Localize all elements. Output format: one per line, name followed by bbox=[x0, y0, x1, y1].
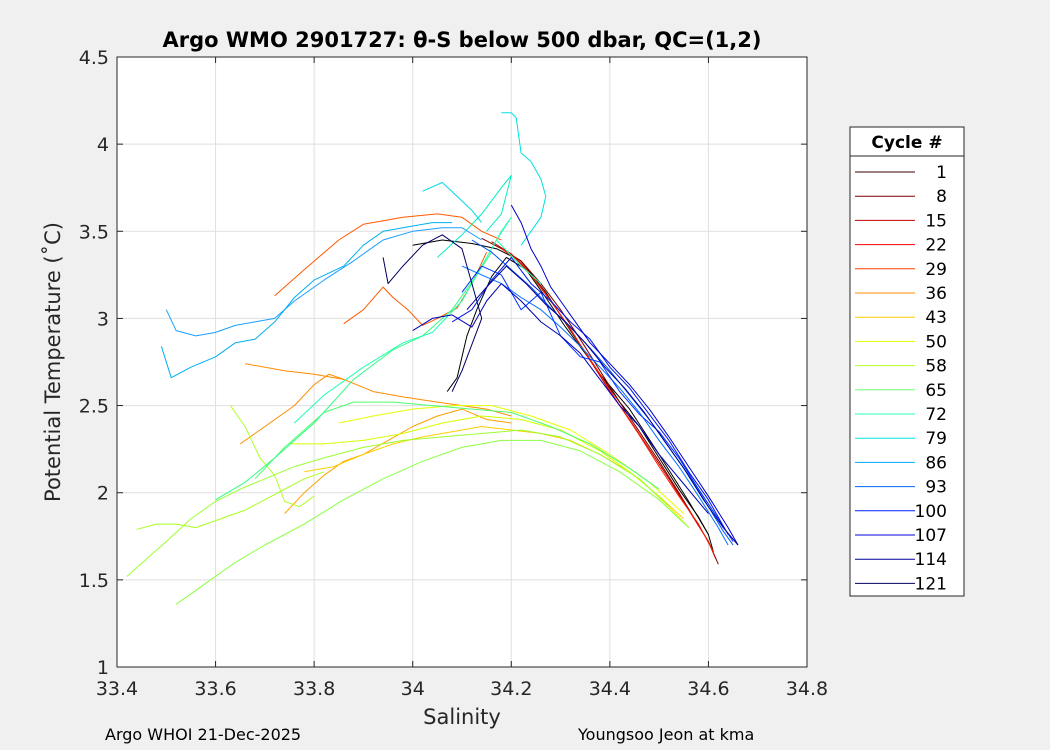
legend-label: 114 bbox=[915, 550, 947, 570]
x-tick-labels: 33.4 33.6 33.8 34 34.2 34.4 34.6 34.8 bbox=[96, 678, 828, 700]
legend-label: 50 bbox=[925, 332, 947, 352]
series-line-cycle-65b bbox=[215, 251, 493, 501]
y-tick-label: 2 bbox=[97, 483, 109, 505]
legend-label: 121 bbox=[915, 574, 947, 594]
series-line-cycle-58c bbox=[136, 471, 325, 530]
series-line-cycle-121 bbox=[382, 234, 483, 392]
series-line-cycle-36b bbox=[239, 373, 344, 445]
legend-label: 22 bbox=[925, 236, 947, 256]
y-tick-label: 4 bbox=[97, 134, 109, 156]
series-line-cycle-107 bbox=[510, 204, 739, 546]
y-tick-label: 1.5 bbox=[79, 570, 109, 592]
x-tick-label: 34.4 bbox=[589, 678, 631, 700]
series-group bbox=[126, 112, 739, 605]
series-line-cycle-58 bbox=[126, 429, 670, 577]
legend-label: 36 bbox=[925, 284, 947, 304]
x-tick-label: 33.6 bbox=[194, 678, 236, 700]
y-tick-label: 3 bbox=[97, 308, 109, 330]
series-line-cycle-107b bbox=[412, 283, 709, 514]
legend-label: 79 bbox=[925, 429, 947, 449]
series-line-cycle-58d bbox=[229, 405, 315, 508]
footer-author: Youngsoo Jeon at kma bbox=[578, 725, 755, 744]
legend-label: 65 bbox=[925, 381, 947, 401]
series-line-cycle-86 bbox=[165, 227, 482, 337]
legend-label: 86 bbox=[925, 453, 947, 473]
series-line-cycle-22 bbox=[501, 248, 714, 553]
y-tick-label: 4.5 bbox=[79, 47, 109, 69]
legend-label: 15 bbox=[925, 211, 947, 231]
x-tick-label: 34.6 bbox=[687, 678, 729, 700]
legend-label: 29 bbox=[925, 260, 947, 280]
legend-label: 43 bbox=[925, 308, 947, 328]
x-tick-label: 33.8 bbox=[293, 678, 335, 700]
x-tick-label: 34 bbox=[401, 678, 425, 700]
series-line-cycle-1 bbox=[446, 256, 714, 553]
y-tick-labels: 1 1.5 2 2.5 3 3.5 4 4.5 bbox=[79, 47, 109, 679]
series-line-cycle-86b bbox=[160, 222, 453, 379]
legend-label: 1 bbox=[936, 163, 947, 183]
series-line-cycle-100b bbox=[451, 256, 729, 535]
y-tick-label: 1 bbox=[97, 657, 109, 679]
x-tick-label: 34.8 bbox=[786, 678, 828, 700]
y-tick-label: 2.5 bbox=[79, 396, 109, 418]
legend: Cycle # 1 8 15 22 29 36 43 50 58 65 72 79 86 93 100 107… bbox=[849, 126, 965, 597]
series-line-cycle-36c bbox=[284, 408, 512, 514]
legend-label: 8 bbox=[936, 187, 947, 207]
series-line-cycle-58b bbox=[175, 439, 690, 605]
x-axis-label: Salinity bbox=[423, 705, 501, 729]
legend-label: 93 bbox=[925, 478, 947, 498]
series-line-cycle-36 bbox=[245, 363, 512, 417]
plot-area bbox=[117, 57, 807, 667]
footer-source: Argo WHOI 21-Dec-2025 bbox=[105, 725, 302, 744]
legend-entries: 1 8 15 22 29 36 43 50 58 65 72 79 86 93 100 107 114 121 bbox=[855, 163, 947, 594]
series-line-cycle-29 bbox=[274, 213, 502, 297]
y-tick-label: 3.5 bbox=[79, 221, 109, 243]
legend-label: 58 bbox=[925, 357, 947, 377]
series-line-cycle-72b bbox=[437, 175, 512, 258]
legend-label: 100 bbox=[915, 502, 947, 522]
series-line-cycle-65 bbox=[254, 401, 660, 490]
x-tick-label: 34.2 bbox=[490, 678, 532, 700]
series-line-cycle-79 bbox=[501, 112, 547, 246]
series-line-cycle-100 bbox=[461, 265, 734, 542]
legend-label: 107 bbox=[915, 526, 947, 546]
plot-frame bbox=[116, 56, 808, 668]
series-line-cycle-114 bbox=[466, 265, 739, 546]
legend-title: Cycle # bbox=[871, 133, 942, 153]
x-tick-label: 33.4 bbox=[96, 678, 138, 700]
series-line-cycle-93 bbox=[461, 265, 729, 546]
legend-label: 72 bbox=[925, 405, 947, 425]
y-axis-label: Potential Temperature (˚C) bbox=[41, 222, 65, 502]
chart-title: Argo WMO 2901727: θ-S below 500 dbar, QC… bbox=[163, 28, 762, 52]
legend-box bbox=[849, 126, 965, 597]
series-line-cycle-79b bbox=[422, 182, 483, 223]
